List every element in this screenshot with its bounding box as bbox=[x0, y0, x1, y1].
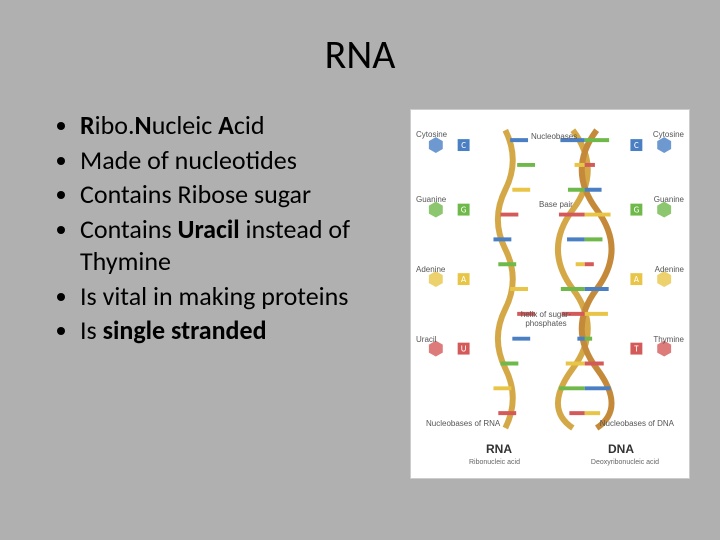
center-label: Base pair bbox=[539, 200, 573, 209]
dna-title-label: DNA bbox=[608, 442, 634, 456]
bullet-item: Made of nucleotides bbox=[80, 144, 400, 177]
bullet-list: Ribo.Nucleic Acid Made of nucleotides Co… bbox=[60, 109, 400, 347]
base-label: Adenine bbox=[416, 265, 445, 274]
bullet-item: Is single stranded bbox=[80, 314, 400, 347]
content-row: Ribo.Nucleic Acid Made of nucleotides Co… bbox=[30, 109, 690, 479]
rna-subtitle-label: Ribonucleic acid bbox=[469, 459, 520, 466]
svg-text:C: C bbox=[461, 140, 466, 151]
bullet-item: Is vital in making proteins bbox=[80, 280, 400, 313]
rna-title-label: RNA bbox=[486, 442, 512, 456]
center-label: Nucleobases bbox=[531, 132, 577, 141]
base-label: Uracil bbox=[416, 335, 436, 344]
base-label: Cytosine bbox=[653, 130, 684, 139]
svg-text:A: A bbox=[634, 274, 640, 285]
rna-dna-diagram: C G A U C G A T Cytosine Guanine Adenine Uracil… bbox=[410, 109, 690, 479]
center-label: helix of sugar-phosphates bbox=[516, 310, 576, 328]
slide-title: RNA bbox=[30, 30, 690, 79]
base-label: Adenine bbox=[655, 265, 684, 274]
base-label: Guanine bbox=[654, 195, 684, 204]
bullet-item: Contains Uracil instead of Thymine bbox=[80, 213, 400, 278]
bottom-label: Nucleobases of DNA bbox=[600, 419, 674, 428]
svg-text:C: C bbox=[634, 140, 639, 151]
svg-text:G: G bbox=[634, 205, 640, 216]
base-label: Cytosine bbox=[416, 130, 447, 139]
bullet-item: Ribo.Nucleic Acid bbox=[80, 109, 400, 142]
dna-strand-icon bbox=[558, 130, 612, 428]
slide-container: RNA Ribo.Nucleic Acid Made of nucleotide… bbox=[0, 0, 720, 540]
rna-strand-icon bbox=[493, 130, 535, 428]
dna-subtitle-label: Deoxyribonucleic acid bbox=[591, 459, 659, 466]
svg-text:A: A bbox=[461, 274, 467, 285]
bullet-item: Contains Ribose sugar bbox=[80, 178, 400, 211]
svg-text:U: U bbox=[461, 344, 467, 355]
bullet-list-container: Ribo.Nucleic Acid Made of nucleotides Co… bbox=[30, 109, 400, 479]
svg-text:G: G bbox=[461, 205, 467, 216]
base-label: Thymine bbox=[653, 335, 684, 344]
svg-text:T: T bbox=[634, 344, 639, 355]
bottom-label: Nucleobases of RNA bbox=[426, 419, 500, 428]
base-label: Guanine bbox=[416, 195, 446, 204]
